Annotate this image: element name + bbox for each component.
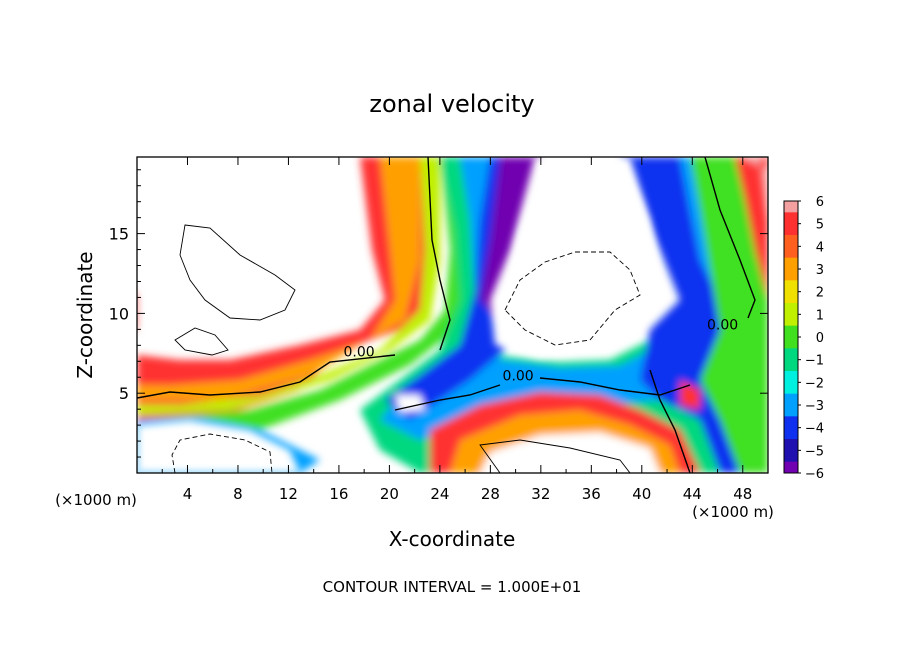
colorbar-label: 2 — [816, 286, 824, 301]
colorbar: 6 5 4 3 2 1 0 −1 −2 −3 −4 −5 −6 — [783, 195, 824, 482]
colorbar-swatch — [784, 461, 798, 474]
colorbar-label: −3 — [805, 399, 824, 414]
x-tick-label: 8 — [233, 485, 243, 503]
colorbar-swatch — [784, 303, 798, 315]
contour-label: 0.00 — [503, 368, 534, 384]
colorbar-swatch — [784, 201, 798, 213]
colorbar-label: −6 — [805, 467, 824, 482]
colorbar-label: 4 — [816, 240, 824, 255]
colorbar-label: 3 — [816, 263, 824, 278]
x-tick-label: 36 — [582, 485, 601, 503]
colorbar-swatch — [784, 269, 798, 281]
colorbar-label: −1 — [805, 354, 824, 369]
contour-label-layer: 0.00 0.00 0.00 — [344, 317, 739, 384]
contour-label: 0.00 — [344, 344, 375, 360]
y-tick-label: 15 — [109, 225, 129, 244]
colorbar-swatch — [784, 212, 798, 225]
x-tick-label: 16 — [329, 485, 348, 503]
colorbar-swatch — [784, 280, 798, 293]
colorbar-swatch — [784, 359, 798, 372]
colorbar-label: 1 — [816, 308, 824, 323]
colorbar-swatch — [784, 314, 798, 327]
plot-frame — [136, 156, 769, 474]
colorbar-label: 5 — [816, 218, 824, 233]
colorbar-swatch — [784, 337, 798, 349]
x-tick-label: 24 — [430, 485, 449, 503]
colorbar-swatch — [784, 246, 798, 259]
x-tick-label: 32 — [531, 485, 550, 503]
colorbar-swatch — [784, 291, 798, 304]
contour-interval-footer: CONTOUR INTERVAL = 1.000E+01 — [323, 578, 582, 596]
colorbar-label: 6 — [816, 195, 824, 210]
chart-title: zonal velocity — [369, 90, 534, 118]
colorbar-swatch — [784, 405, 798, 417]
x-tick-label: 20 — [380, 485, 399, 503]
colorbar-swatch — [784, 427, 798, 440]
x-tick-label: 40 — [632, 485, 651, 503]
colorbar-label: 0 — [816, 331, 824, 346]
colorbar-label: −5 — [805, 444, 824, 459]
colorbar-swatch — [784, 235, 798, 247]
colorbar-swatch — [784, 257, 798, 270]
heatmap-field: 0.00 0.00 0.00 — [137, 157, 768, 473]
x-axis: 4 8 12 16 20 24 28 32 36 40 44 48 — [161, 157, 752, 503]
contour-lines — [137, 157, 756, 473]
y-tick-label: 5 — [119, 384, 129, 403]
x-tick-label: 28 — [481, 485, 500, 503]
colorbar-swatch — [784, 325, 798, 338]
colorbar-swatch — [784, 382, 798, 395]
colorbar-swatch — [784, 348, 798, 361]
x-tick-label: 44 — [683, 485, 702, 503]
x-tick-label: 12 — [279, 485, 298, 503]
y-axis-label: Z-coordinate — [73, 251, 97, 378]
colorbar-label: −4 — [805, 422, 824, 437]
x-tick-label: 48 — [733, 485, 752, 503]
colorbar-label: −2 — [805, 376, 824, 391]
x-axis-label: X-coordinate — [389, 527, 516, 551]
x-unit-left: (×1000 m) — [55, 491, 137, 509]
colorbar-swatch — [784, 393, 798, 406]
colorbar-swatch — [784, 416, 798, 429]
colorbar-swatch — [784, 450, 798, 463]
colorbar-swatch — [784, 439, 798, 451]
contour-label: 0.00 — [707, 317, 738, 333]
y-tick-label: 10 — [109, 304, 129, 323]
x-unit-right: (×1000 m) — [692, 503, 774, 521]
y-axis: 5 10 15 — [109, 169, 768, 458]
colorbar-swatch — [784, 371, 798, 383]
colorbar-swatch — [784, 223, 798, 236]
x-tick-label: 4 — [183, 485, 193, 503]
